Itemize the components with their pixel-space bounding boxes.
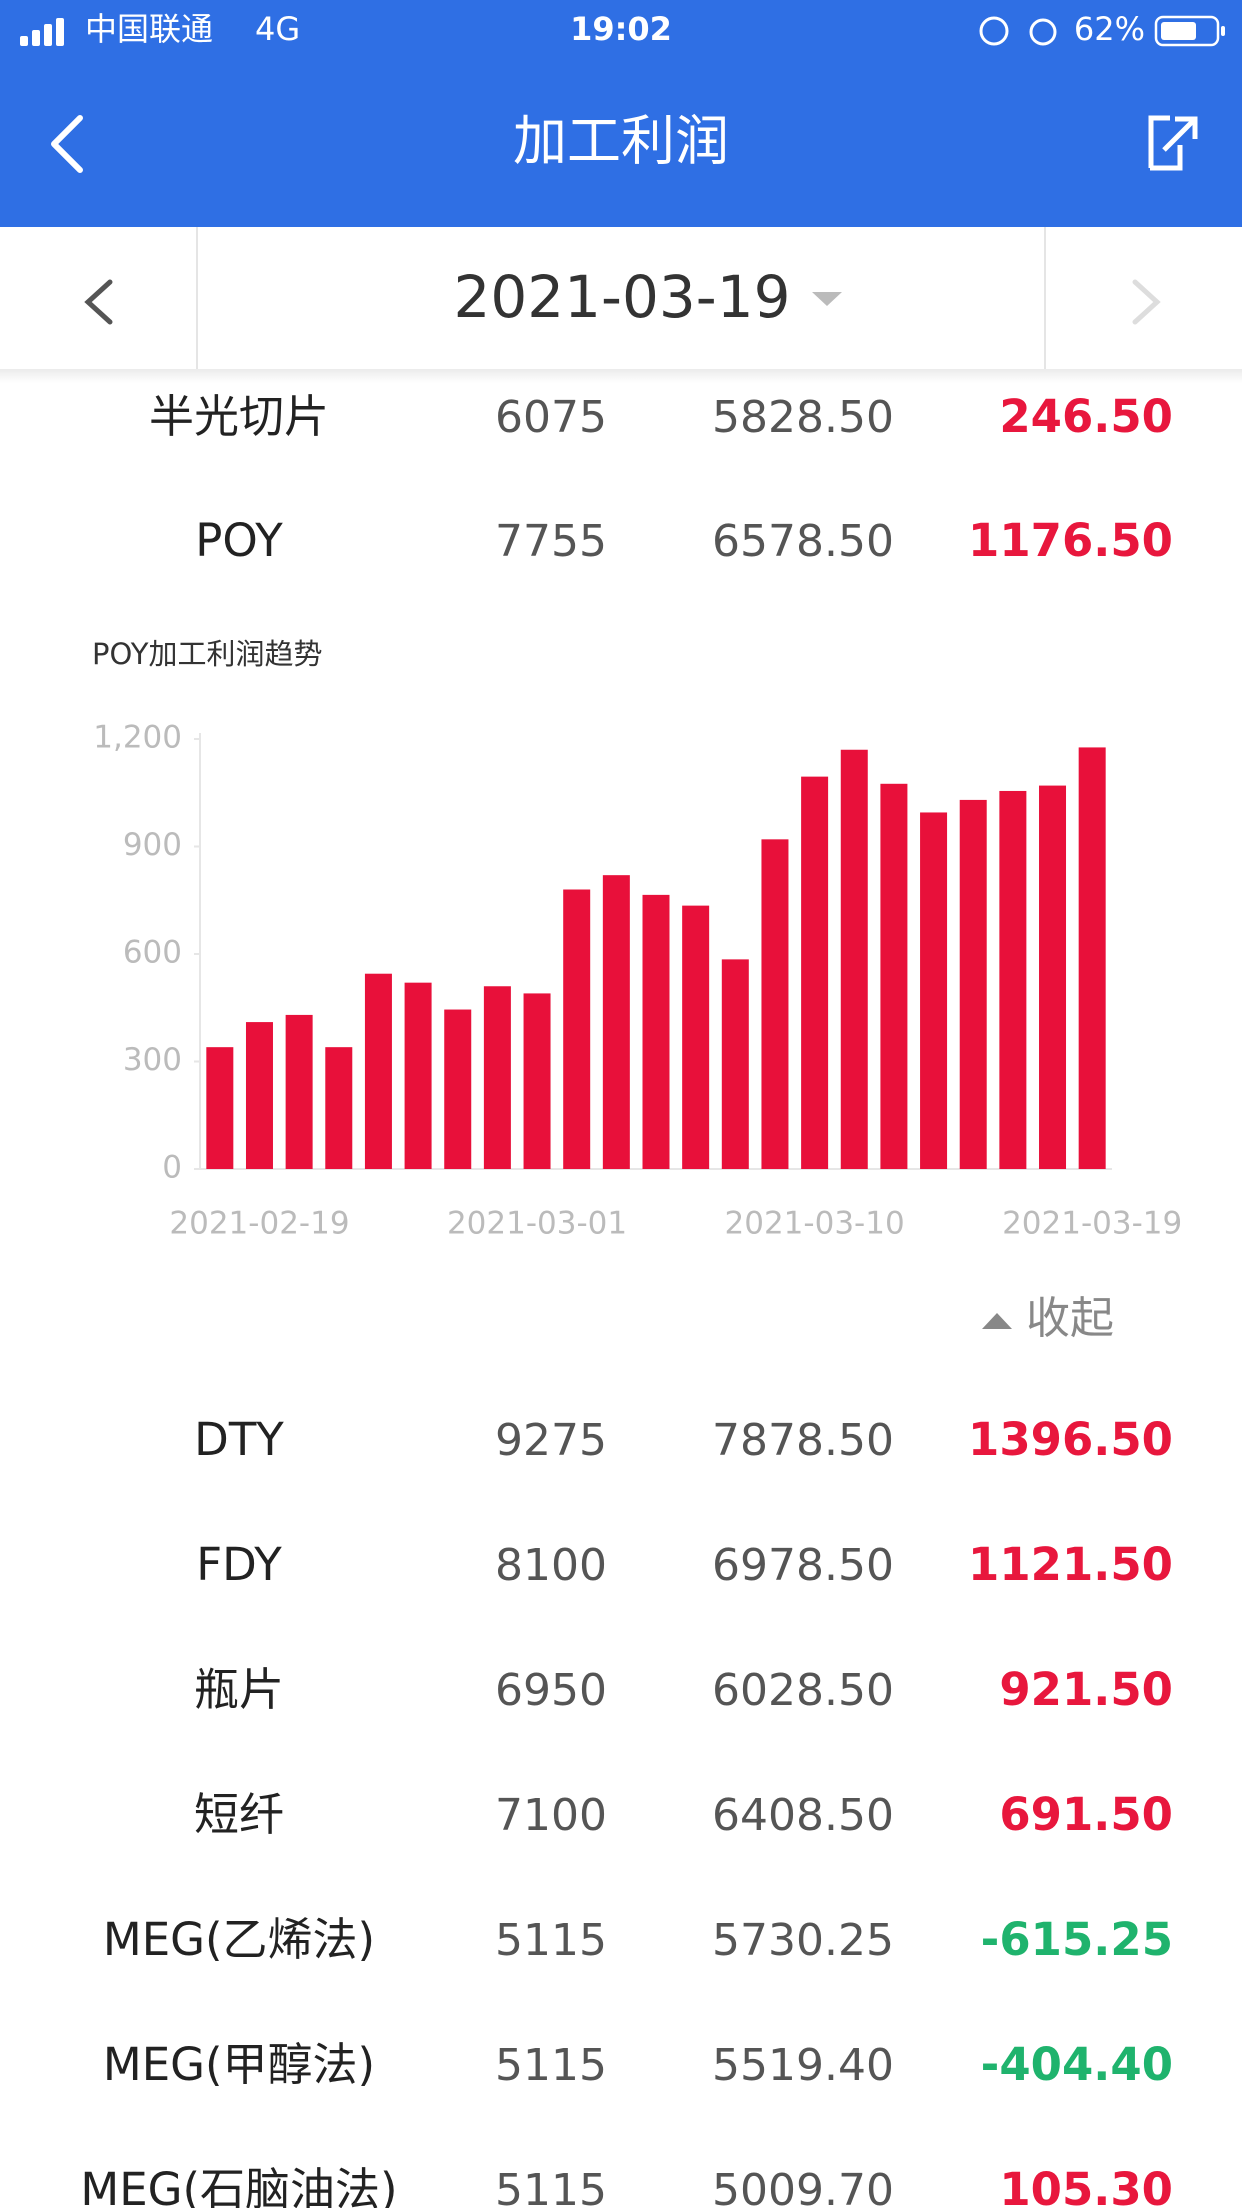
bar [999, 790, 1027, 1169]
row-profit: -404.40 [981, 2038, 1173, 2091]
bar [880, 783, 908, 1169]
row-cost: 5730.25 [712, 1915, 894, 1966]
share-button[interactable] [1148, 115, 1198, 171]
bar [920, 812, 948, 1169]
y-tick-label: 1,200 [93, 720, 182, 756]
row-price: 8100 [495, 1540, 607, 1591]
row-cost: 5828.50 [712, 392, 894, 443]
y-tick-label: 300 [123, 1042, 182, 1078]
x-tick-label: 2021-02-19 [169, 1206, 349, 1242]
y-tick-label: 600 [123, 935, 182, 971]
bar [1039, 785, 1067, 1169]
row-name: FDY [196, 1538, 282, 1591]
bar [404, 982, 432, 1169]
row-cost: 6408.50 [712, 1790, 894, 1841]
bar [364, 973, 392, 1169]
x-tick-label: 2021-03-19 [1002, 1206, 1182, 1242]
row-profit: 246.50 [999, 390, 1173, 443]
x-tick-label: 2021-03-10 [725, 1206, 905, 1242]
date-bar [0, 227, 1242, 369]
carrier: 中国联通 [85, 10, 213, 48]
bar [682, 905, 710, 1169]
row-price: 7100 [495, 1790, 607, 1841]
row-cost: 6578.50 [712, 516, 894, 567]
battery-text: 62% [1074, 10, 1145, 48]
row-profit: 921.50 [999, 1663, 1173, 1716]
row-name: DTY [194, 1413, 284, 1466]
row-price: 9275 [495, 1415, 607, 1466]
back-button[interactable] [51, 115, 83, 173]
bar [840, 749, 868, 1169]
signal-icon [20, 18, 64, 46]
bar [563, 889, 591, 1169]
row-price: 5115 [495, 1915, 607, 1966]
bar [285, 1014, 313, 1169]
collapse-button[interactable]: 收起 [1026, 1293, 1114, 1344]
bar [642, 894, 670, 1169]
row-name: 半光切片 [149, 390, 329, 443]
next-date[interactable] [1132, 279, 1161, 325]
bar [1078, 747, 1106, 1169]
row-price: 6075 [495, 392, 607, 443]
row-profit: 105.30 [999, 2163, 1173, 2208]
chart-title: POY加工利润趋势 [92, 637, 322, 671]
bar [483, 986, 511, 1169]
page-title: 加工利润 [513, 110, 729, 173]
row-name: MEG(甲醇法) [103, 2038, 375, 2091]
row-price: 6950 [495, 1665, 607, 1716]
row-name: MEG(石脑油法) [80, 2163, 397, 2208]
row-name: 瓶片 [194, 1663, 284, 1716]
y-tick-label: 0 [162, 1150, 182, 1186]
collapse-icon[interactable] [982, 1313, 1012, 1329]
row-price: 7755 [495, 516, 607, 567]
bar [801, 776, 829, 1169]
header-background [0, 0, 1242, 227]
status-icons [979, 16, 1057, 46]
row-cost: 5519.40 [712, 2040, 894, 2091]
prev-date[interactable] [84, 279, 113, 325]
row-profit: 1121.50 [968, 1538, 1173, 1591]
row-cost: 7878.50 [712, 1415, 894, 1466]
row-cost: 6028.50 [712, 1665, 894, 1716]
row-cost: 5009.70 [712, 2165, 894, 2208]
row-price: 5115 [495, 2165, 607, 2208]
row-price: 5115 [495, 2040, 607, 2091]
row-profit: 1396.50 [968, 1413, 1173, 1466]
bar [761, 839, 789, 1169]
y-tick-label: 900 [123, 827, 182, 863]
row-name: 短纤 [194, 1788, 284, 1841]
bar [245, 1022, 273, 1169]
x-tick-label: 2021-03-01 [447, 1206, 627, 1242]
bar [523, 993, 551, 1169]
clock: 19:02 [570, 10, 672, 48]
row-name: MEG(乙烯法) [103, 1913, 375, 1966]
row-profit: 691.50 [999, 1788, 1173, 1841]
bar [444, 1009, 472, 1169]
bar [721, 959, 749, 1169]
bar [602, 875, 630, 1169]
bar [959, 799, 987, 1169]
bar [206, 1047, 234, 1169]
bar [325, 1047, 353, 1169]
row-profit: 1176.50 [968, 514, 1173, 567]
date[interactable]: 2021-03-19 [453, 263, 790, 331]
date-bar-shadow [0, 369, 1242, 383]
row-profit: -615.25 [981, 1913, 1173, 1966]
battery-icon [1154, 15, 1225, 47]
row-name: POY [195, 514, 283, 567]
network: 4G [255, 10, 300, 48]
row-cost: 6978.50 [712, 1540, 894, 1591]
date-dropdown[interactable] [812, 292, 842, 306]
